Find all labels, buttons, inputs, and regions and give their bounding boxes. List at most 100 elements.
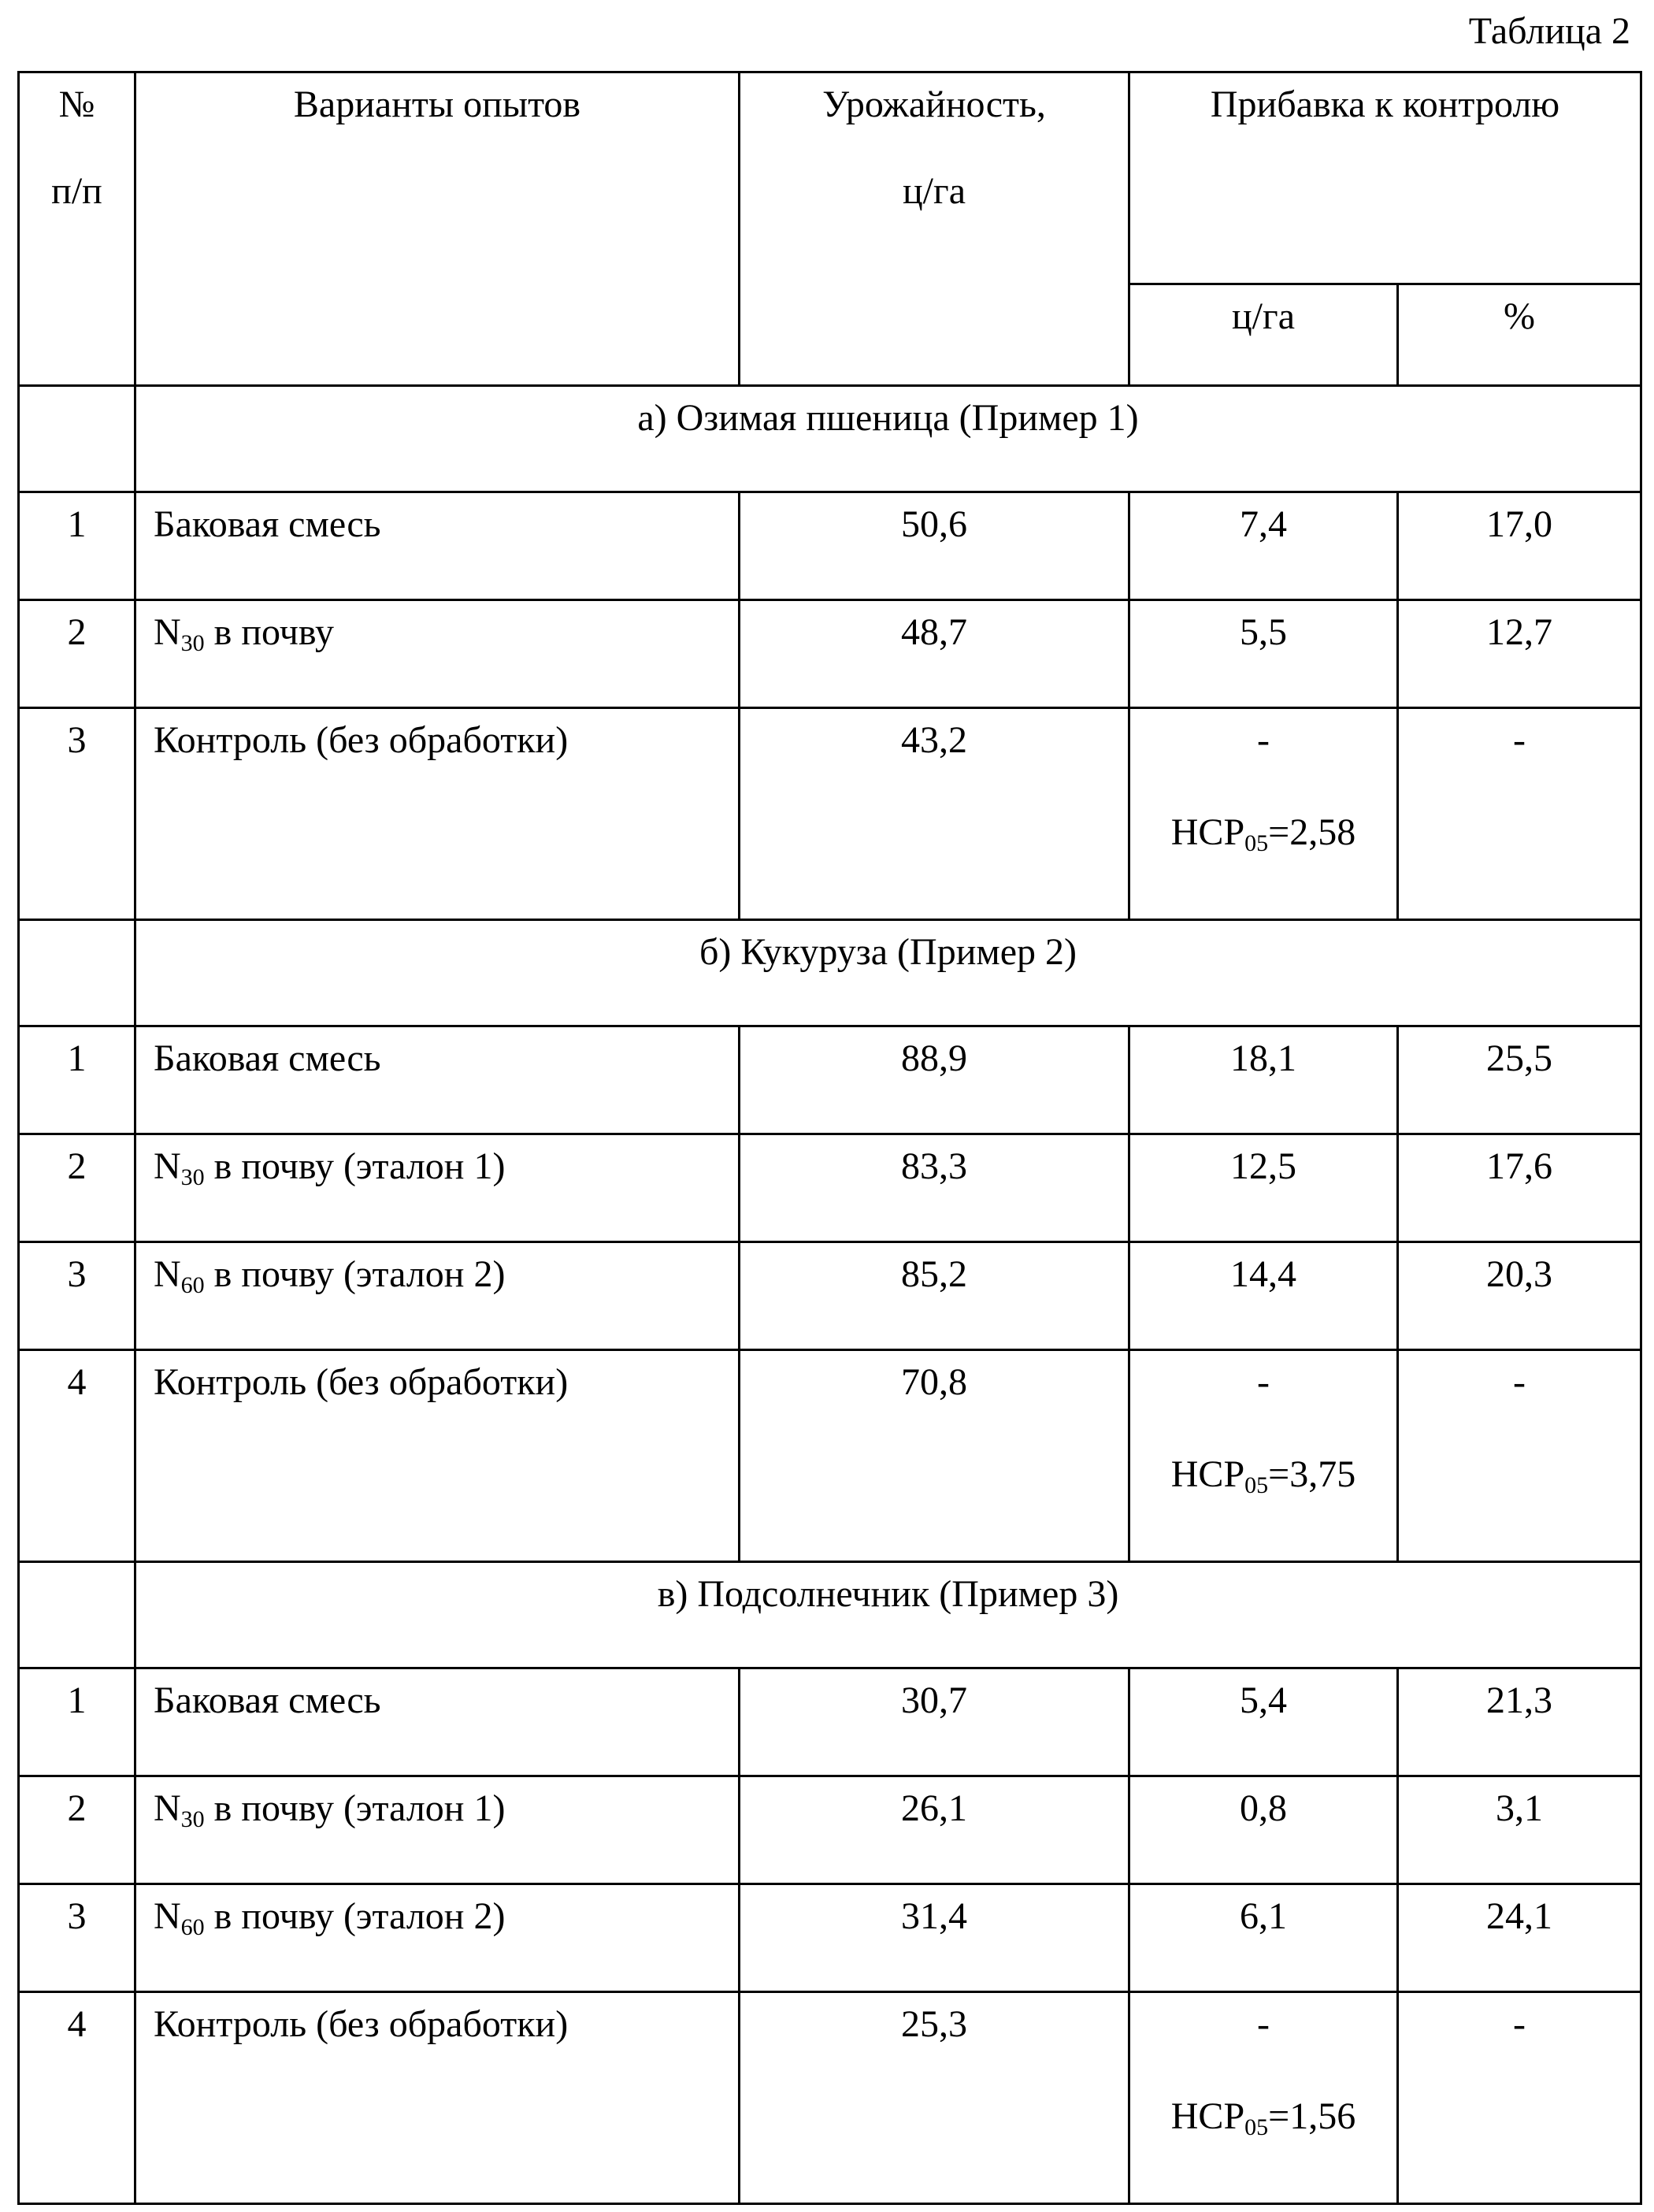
variant-suffix: в почву [205,611,334,653]
header-inc-abs: ц/га [1129,284,1398,386]
row-yield: 70,8 [740,1350,1129,1562]
variant-base: N [154,611,181,653]
lsd-subscript: 05 [1244,2114,1268,2140]
row-number: 2 [19,1134,135,1242]
row-increase-abs: -НСР05=1,56 [1129,1992,1398,2204]
row-variant: Баковая смесь [135,1026,740,1134]
header-yield-line2: ц/га [903,170,966,212]
row-increase-abs: 7,4 [1129,492,1398,600]
row-number: 1 [19,1026,135,1134]
variant-name: Баковая смесь [154,1679,381,1721]
row-increase-abs: 14,4 [1129,1242,1398,1350]
row-increase-pct: 21,3 [1398,1668,1641,1776]
row-variant: Баковая смесь [135,1668,740,1776]
row-number: 4 [19,1992,135,2204]
lsd-value: НСР05=2,58 [1138,811,1389,854]
header-variants: Варианты опытов [135,72,740,386]
row-yield: 25,3 [740,1992,1129,2204]
row-variant: Контроль (без обработки) [135,1350,740,1562]
section-title: а) Озимая пшеница (Пример 1) [135,386,1641,492]
row-variant: Контроль (без обработки) [135,708,740,920]
variant-name: Контроль (без обработки) [154,719,568,761]
row-increase-pct: 25,5 [1398,1026,1641,1134]
row-yield: 43,2 [740,708,1129,920]
header-num-line1: № [59,84,95,125]
variant-base: N [154,1787,181,1829]
table-caption: Таблица 2 [1469,9,1630,53]
increase-abs-value: - [1257,2003,1270,2045]
header-increase: Прибавка к контролю [1129,72,1641,284]
lsd-number: =2,58 [1268,811,1355,853]
row-variant: N30 в почву (эталон 1) [135,1134,740,1242]
row-increase-pct: 12,7 [1398,600,1641,708]
table-row: 1 Баковая смесь 30,7 5,4 21,3 [19,1668,1641,1776]
header-inc-pct: % [1398,284,1641,386]
row-increase-pct: 24,1 [1398,1884,1641,1992]
row-variant: N30 в почву [135,600,740,708]
row-increase-abs: -НСР05=2,58 [1129,708,1398,920]
variant-base: N [154,1253,181,1295]
increase-abs-value: 6,1 [1240,1895,1287,1937]
header-num-line2: п/п [51,170,102,212]
variant-name: Контроль (без обработки) [154,1361,568,1403]
variant-name: Баковая смесь [154,503,381,545]
section-row: б) Кукуруза (Пример 2) [19,920,1641,1026]
variant-name: Контроль (без обработки) [154,2003,568,2045]
row-increase-pct: 3,1 [1398,1776,1641,1884]
variant-suffix: в почву (эталон 1) [205,1787,506,1829]
row-increase-abs: -НСР05=3,75 [1129,1350,1398,1562]
row-variant: N60 в почву (эталон 2) [135,1884,740,1992]
section-row: а) Озимая пшеница (Пример 1) [19,386,1641,492]
lsd-number: =1,56 [1268,2095,1355,2137]
variant-suffix: в почву (эталон 2) [205,1253,506,1295]
row-yield: 26,1 [740,1776,1129,1884]
row-increase-abs: 12,5 [1129,1134,1398,1242]
table-row: 1 Баковая смесь 50,6 7,4 17,0 [19,492,1641,600]
variant-name: Баковая смесь [154,1037,381,1079]
section-title: в) Подсолнечник (Пример 3) [135,1562,1641,1668]
section-num-cell [19,920,135,1026]
variant-subscript: 30 [181,630,205,656]
row-increase-abs: 6,1 [1129,1884,1398,1992]
row-increase-abs: 18,1 [1129,1026,1398,1134]
variant-subscript: 30 [181,1164,205,1190]
row-increase-abs: 0,8 [1129,1776,1398,1884]
row-number: 3 [19,1884,135,1992]
row-variant: N30 в почву (эталон 1) [135,1776,740,1884]
results-table: №п/п Варианты опытов Урожайность,ц/га Пр… [17,71,1642,2205]
table-row: 2 N30 в почву (эталон 1) 83,3 12,5 17,6 [19,1134,1641,1242]
increase-abs-value: 12,5 [1230,1145,1296,1187]
table-row: 1 Баковая смесь 88,9 18,1 25,5 [19,1026,1641,1134]
row-number: 2 [19,600,135,708]
row-variant: N60 в почву (эталон 2) [135,1242,740,1350]
variant-suffix: в почву (эталон 2) [205,1895,506,1937]
row-increase-pct: 20,3 [1398,1242,1641,1350]
row-number: 1 [19,1668,135,1776]
variant-subscript: 60 [181,1914,205,1940]
table-row: 3 N60 в почву (эталон 2) 85,2 14,4 20,3 [19,1242,1641,1350]
increase-abs-value: 7,4 [1240,503,1287,545]
lsd-number: =3,75 [1268,1453,1355,1495]
row-number: 4 [19,1350,135,1562]
table-row: 3 Контроль (без обработки) 43,2 -НСР05=2… [19,708,1641,920]
row-number: 3 [19,708,135,920]
row-number: 1 [19,492,135,600]
row-increase-pct: - [1398,1350,1641,1562]
table-row: 2 N30 в почву (эталон 1) 26,1 0,8 3,1 [19,1776,1641,1884]
increase-abs-value: 5,4 [1240,1679,1287,1721]
row-yield: 83,3 [740,1134,1129,1242]
row-yield: 30,7 [740,1668,1129,1776]
section-num-cell [19,386,135,492]
row-yield: 88,9 [740,1026,1129,1134]
table-row: 4 Контроль (без обработки) 25,3 -НСР05=1… [19,1992,1641,2204]
section-title: б) Кукуруза (Пример 2) [135,920,1641,1026]
variant-base: N [154,1145,181,1187]
row-yield: 48,7 [740,600,1129,708]
row-number: 3 [19,1242,135,1350]
header-row: №п/п Варианты опытов Урожайность,ц/га Пр… [19,72,1641,284]
row-variant: Контроль (без обработки) [135,1992,740,2204]
row-increase-pct: - [1398,1992,1641,2204]
lsd-value: НСР05=3,75 [1138,1453,1389,1496]
lsd-label: НСР [1171,811,1244,853]
row-yield: 50,6 [740,492,1129,600]
